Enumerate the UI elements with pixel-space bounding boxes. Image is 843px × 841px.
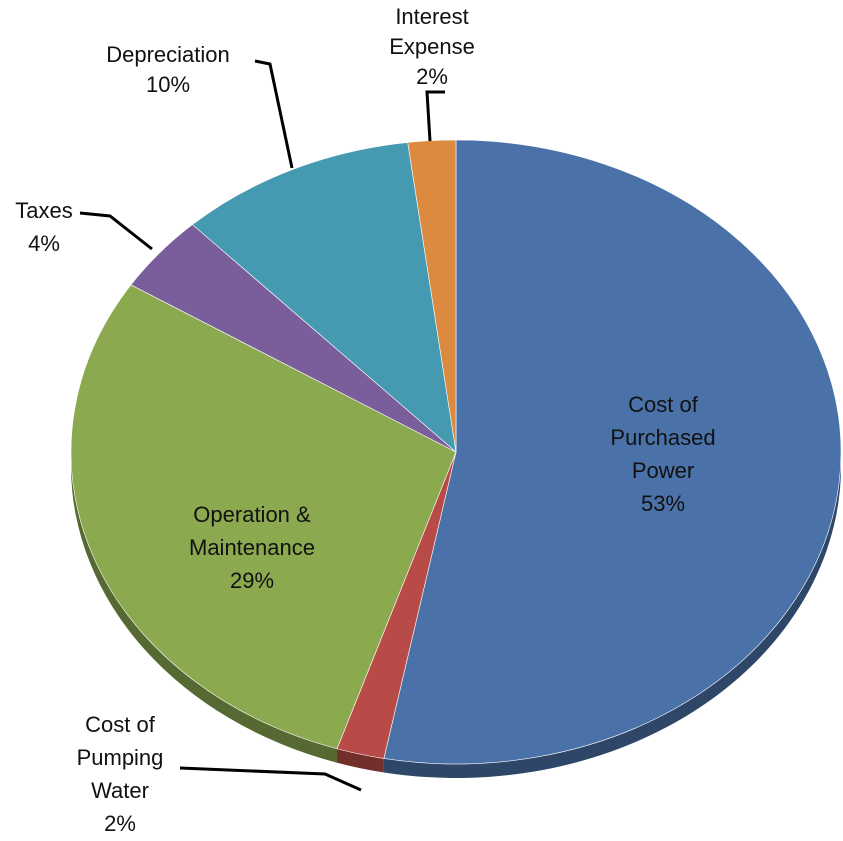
- slice-label-line-1: Cost of: [85, 712, 156, 737]
- slice-labels: Cost of Purchased Power 53% Cost of Pumping Wa…: [15, 4, 715, 836]
- leader-line-4: [254, 59, 294, 169]
- slice-label-line-1: Water: [91, 778, 149, 803]
- slice-percent-0: 53%: [641, 491, 685, 516]
- slice-percent-2: 29%: [230, 568, 274, 593]
- slice-label-line-5: Interest: [395, 4, 468, 29]
- slice-label-1: Cost of Pumping Water 2%: [77, 712, 164, 836]
- leader-line-1: [179, 766, 362, 792]
- slice-label-3: Taxes 4%: [15, 198, 72, 256]
- slice-label-line-5: Expense: [389, 34, 475, 59]
- slice-label-line-0: Power: [632, 458, 694, 483]
- pie-slice-4: [191, 142, 457, 453]
- leader-line-3: [79, 211, 153, 251]
- slice-percent-1: 2%: [104, 811, 136, 836]
- slice-label-line-2: Maintenance: [189, 535, 315, 560]
- leader-line-5: [425, 90, 445, 142]
- slice-percent-5: 2%: [416, 64, 448, 89]
- slice-label-5: Interest Expense 2%: [389, 4, 475, 89]
- slice-percent-3: 4%: [28, 231, 60, 256]
- slice-label-2: Operation & Maintenance 29%: [189, 502, 315, 593]
- pie-slice-side-2: [71, 452, 338, 763]
- leader-lines: [79, 59, 445, 792]
- pie-side-layer: [71, 452, 841, 778]
- pie-slice-5: [407, 139, 457, 453]
- pie-slice-side-1: [337, 748, 384, 773]
- slice-label-line-0: Purchased: [610, 425, 715, 450]
- slice-label-4: Depreciation 10%: [106, 42, 230, 97]
- slice-label-0: Cost of Purchased Power 53%: [610, 392, 715, 516]
- slice-label-line-0: Cost of: [628, 392, 699, 417]
- slice-label-line-4: Depreciation: [106, 42, 230, 67]
- slice-label-line-3: Taxes: [15, 198, 72, 223]
- pie-slice-0: [383, 139, 842, 765]
- slice-label-line-2: Operation &: [193, 502, 311, 527]
- slice-percent-4: 10%: [146, 72, 190, 97]
- pie-slice-2: [70, 284, 457, 750]
- slice-label-line-1: Pumping: [77, 745, 164, 770]
- pie-top-layer: [70, 139, 842, 765]
